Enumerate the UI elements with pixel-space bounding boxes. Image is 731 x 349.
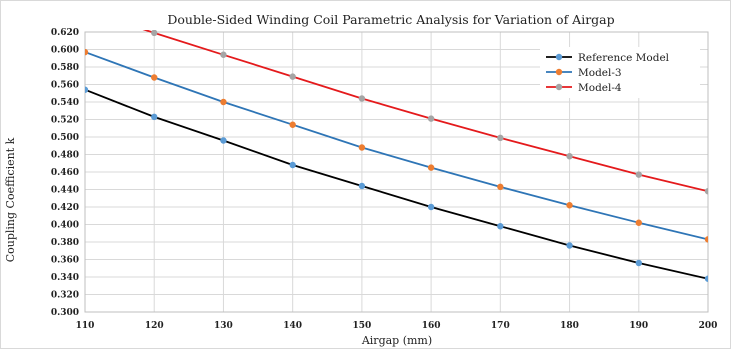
y-tick-label: 0.460 <box>51 168 79 178</box>
y-tick-label: 0.540 <box>51 98 79 108</box>
series-model-3 <box>85 48 708 243</box>
x-tick-label: 110 <box>76 321 95 331</box>
data-point <box>427 203 435 211</box>
y-tick-label: 0.300 <box>51 308 79 318</box>
plot-area <box>84 31 709 313</box>
data-point <box>151 74 158 81</box>
x-axis-label: Airgap (mm) <box>361 334 432 347</box>
legend-item: Reference Model <box>546 52 670 64</box>
series-model-4 <box>142 30 708 195</box>
y-tick-label: 0.480 <box>51 151 79 161</box>
data-point <box>85 86 89 93</box>
data-point <box>635 171 642 178</box>
x-tick-labels: 110 120 130 140 150 160 170 180 190 200 <box>76 321 718 331</box>
data-point <box>704 188 708 195</box>
x-tick-label: 120 <box>145 321 164 331</box>
data-point <box>289 73 296 80</box>
series-line <box>85 51 708 241</box>
legend-item: Model-3 <box>546 67 622 79</box>
data-point <box>566 153 573 160</box>
x-tick-label: 150 <box>352 321 371 331</box>
x-tick-label: 140 <box>283 321 302 331</box>
legend-label: Reference Model <box>578 52 670 64</box>
y-tick-label: 0.500 <box>51 133 79 143</box>
y-tick-label: 0.340 <box>51 273 79 283</box>
legend-marker <box>555 83 563 91</box>
data-point <box>497 134 504 142</box>
y-tick-label: 0.440 <box>51 186 79 196</box>
series-reference-model <box>85 86 708 282</box>
legend-item: Model-4 <box>546 82 622 94</box>
data-point <box>220 51 227 58</box>
data-point <box>427 115 435 122</box>
y-tick-label: 0.580 <box>51 63 79 73</box>
series-line <box>85 88 708 280</box>
data-point <box>497 223 504 230</box>
y-tick-labels: 0.300 0.320 0.340 0.360 0.380 0.400 0.420 0.440… <box>51 28 79 318</box>
data-point <box>635 259 642 267</box>
data-point <box>85 48 89 56</box>
y-axis-label: Coupling Coefficient k <box>4 137 17 262</box>
y-tick-label: 0.520 <box>51 116 79 126</box>
legend-marker <box>555 53 563 61</box>
y-tick-label: 0.420 <box>51 203 79 213</box>
data-point <box>427 164 435 171</box>
data-point <box>635 219 642 226</box>
legend-marker <box>555 68 563 76</box>
legend-label: Model-4 <box>578 82 622 94</box>
x-tick-label: 130 <box>214 321 233 331</box>
data-point <box>358 144 366 151</box>
data-point <box>497 183 504 191</box>
series-group <box>85 30 708 282</box>
data-point <box>704 275 708 282</box>
y-tick-label: 0.360 <box>51 256 79 266</box>
data-point <box>566 202 573 209</box>
data-point <box>358 182 366 190</box>
x-tick-label: 180 <box>560 321 579 331</box>
data-point <box>289 161 296 169</box>
x-tick-label: 170 <box>491 321 510 331</box>
y-tick-label: 0.600 <box>51 46 79 56</box>
x-tick-label: 160 <box>422 321 441 331</box>
data-point <box>151 113 158 121</box>
x-tick-label: 190 <box>629 321 648 331</box>
y-tick-label: 0.380 <box>51 238 79 248</box>
data-point <box>220 137 227 144</box>
x-tick-label: 200 <box>699 321 718 331</box>
data-point <box>358 95 366 102</box>
y-tick-label: 0.320 <box>51 291 79 301</box>
y-tick-label: 0.400 <box>51 221 79 231</box>
data-point <box>220 98 227 106</box>
chart-title: Double-Sided Winding Coil Parametric Ana… <box>167 12 614 27</box>
series-line <box>142 30 708 193</box>
y-tick-label: 0.560 <box>51 81 79 91</box>
data-point <box>289 121 296 128</box>
y-tick-label: 0.620 <box>51 28 79 38</box>
data-point <box>704 236 708 243</box>
data-point <box>566 242 573 249</box>
legend-label: Model-3 <box>578 67 622 79</box>
data-point <box>151 30 158 37</box>
legend: Reference Model Model-3 Model-4 <box>540 47 700 98</box>
